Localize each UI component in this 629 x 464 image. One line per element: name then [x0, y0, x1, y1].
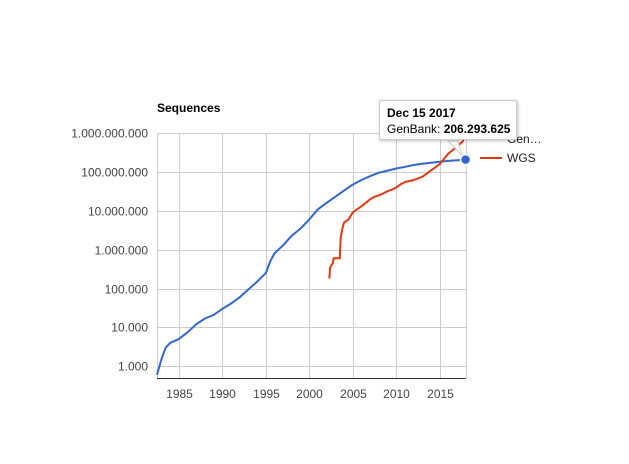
y-tick-label: 100.000 [105, 283, 149, 297]
y-tick-label: 10.000 [111, 321, 148, 335]
grid-layer [157, 133, 467, 379]
legend-layer: Gen…WGS [446, 132, 542, 165]
tooltip: Dec 15 2017 GenBank: 206.293.625 [379, 100, 517, 140]
axis-layer: 1.000 10.000 100.000 1.000.000 10.000.000 100… [71, 127, 454, 402]
series-line-genbank[interactable] [156, 158, 466, 376]
x-tick-label: 1985 [166, 387, 193, 401]
x-tick-label: 2015 [427, 387, 454, 401]
y-tick-label: 1.000.000.000 [71, 127, 148, 141]
tooltip-date: Dec 15 2017 [387, 106, 456, 120]
y-tick-label: 1.000 [118, 360, 148, 374]
x-tick-label: 2000 [296, 387, 323, 401]
x-tick-label: 1990 [209, 387, 236, 401]
highlight-point[interactable] [459, 153, 472, 166]
chart-title: Sequences [157, 101, 221, 115]
x-tick-label: 1995 [253, 387, 280, 401]
tooltip-value: 206.293.625 [443, 122, 511, 136]
tooltip-line: GenBank: 206.293.625 [387, 121, 511, 138]
y-tick-label: 1.000.000 [95, 244, 149, 258]
x-tick-label: 2005 [340, 387, 367, 401]
series-line-wgs[interactable] [328, 134, 467, 279]
legend-label-wgs[interactable]: WGS [507, 151, 536, 165]
tooltip-series-label: GenBank: [387, 122, 444, 136]
y-tick-label: 100.000.000 [81, 166, 148, 180]
y-tick-label: 10.000.000 [88, 205, 148, 219]
x-tick-label: 2010 [383, 387, 410, 401]
tooltip-pointer [446, 140, 464, 157]
series-layer [156, 134, 472, 376]
